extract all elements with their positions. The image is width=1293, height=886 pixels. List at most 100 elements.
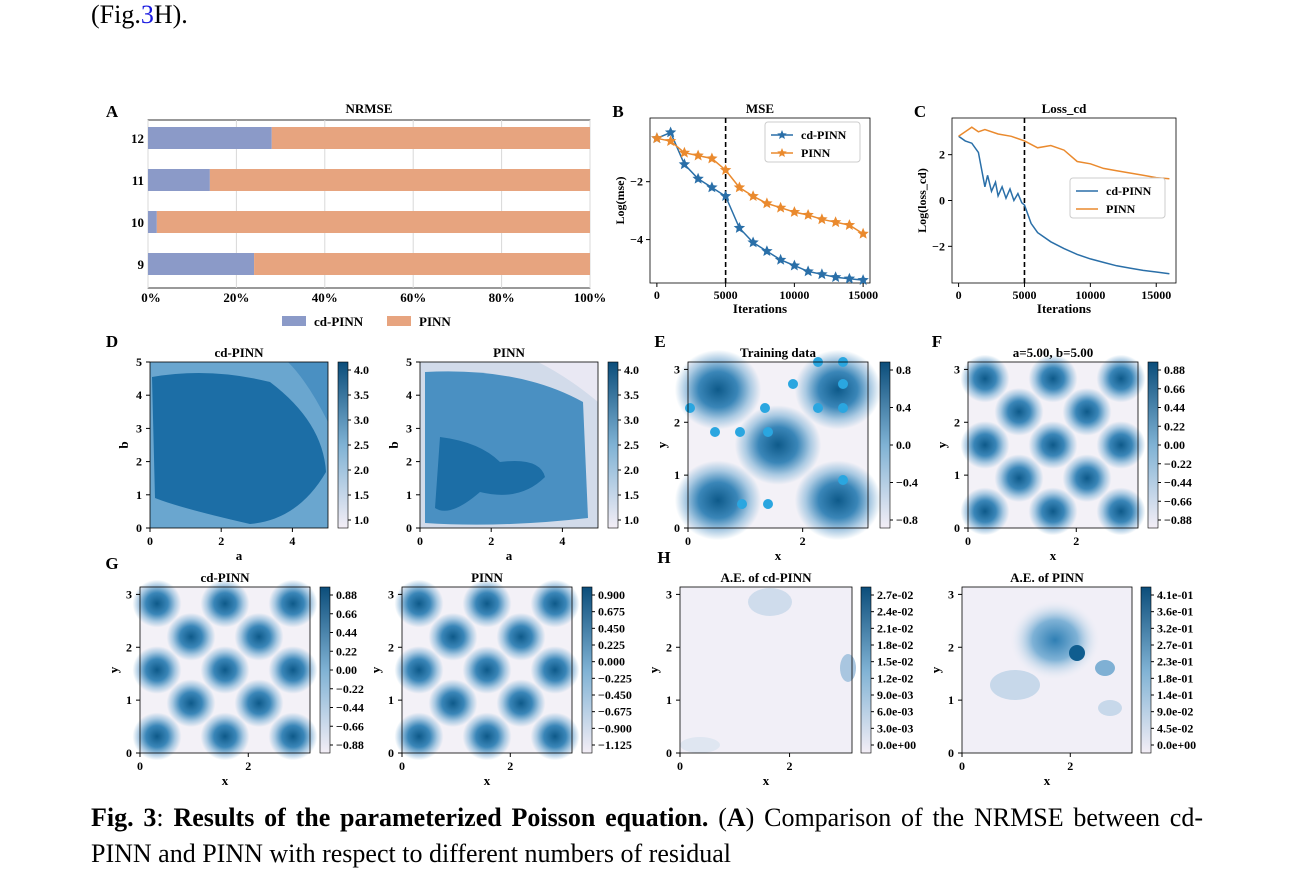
d2-level-high [435,437,545,511]
d1-ytick-label: 2 [136,455,142,469]
caption-title: Results of the parameterized Poisson equ… [173,803,709,832]
g2-dark-cell [394,579,444,628]
d1-level-high [152,373,326,524]
f-cbar-label: 0.44 [1164,401,1185,415]
d2-ytick-label: 0 [406,521,412,535]
b-point-cd-pinn [678,158,691,170]
figure-reference-link[interactable]: 3 [140,0,154,29]
e-training-point [710,427,720,437]
f-dark-cell [1062,454,1112,503]
g1-dark-cell [268,646,318,694]
g1-colorbar [319,586,331,754]
g2-cbar-label: −0.675 [598,705,632,719]
g2-ytick-label: 0 [388,746,394,760]
e-dark-cell [674,349,762,430]
figure-caption: Fig. 3: Results of the parameterized Poi… [91,800,1203,872]
b-point-cd-pinn [774,253,787,265]
c-ytick-label: 2 [939,148,945,162]
b-point-pinn [733,181,746,193]
d2-cbar-label: 2.5 [624,438,639,452]
b-point-pinn [843,219,856,230]
a-bar-cd-pinn [148,169,210,191]
b-point-pinn [857,227,869,239]
g1-xtick-label: 0 [137,759,143,773]
h2-ytick-label: 1 [948,693,954,707]
c-series-cd-pinn [958,135,1170,275]
a-bar-cd-pinn [148,253,255,275]
d2-level-lowest [538,362,598,402]
d2-cbar-label: 1.5 [624,488,639,502]
d2-frame [419,361,599,529]
h1-error-region [748,588,792,616]
d2-cbar-label: 4.0 [624,363,639,377]
b-xtick-label: 0 [654,288,660,302]
c-xtick-label: 15000 [1141,288,1171,302]
g1-dark-cell [234,612,284,661]
g1-cbar-label: 0.88 [336,588,357,602]
b-ylabel: Log(mse) [613,177,627,225]
a-ytick-label: 12 [131,131,144,146]
g2-dark-cell [530,646,580,694]
e-training-point [735,427,745,437]
g2-cbar-label: 0.450 [598,621,625,635]
b-point-pinn [788,206,801,217]
b-point-cd-pinn [747,236,759,248]
b-point-cd-pinn [692,172,704,184]
h2-ytick-label: 2 [948,640,954,654]
d2-ylabel: b [386,441,401,448]
e-ylabel: y [654,441,669,448]
caption-label: Fig. 3 [91,803,157,832]
f-dark-cell [960,421,1010,469]
f-cbar-label: −0.44 [1164,476,1192,490]
d2-cbar-label: 3.5 [624,388,639,402]
h2-ytick-label: 3 [948,587,954,601]
h1-cbar-label: 3.0e-03 [877,721,913,735]
e-cbar-label: −0.8 [896,513,918,527]
b-series-cd-pinn [656,131,864,281]
f-frame [967,361,1139,529]
previous-paragraph-end: (Fig.3H). [91,0,188,30]
caption-panel: A [726,803,746,832]
d2-cbar-label: 1.0 [624,513,639,527]
g1-cbar-label: −0.66 [336,719,364,733]
e-cbar-label: 0.0 [896,438,911,452]
h2-xtick-label: 2 [1067,759,1073,773]
e-xlabel: x [775,548,782,563]
a-ytick-label: 9 [138,257,145,272]
g1-dark-cell [268,579,318,628]
b-point-pinn [706,152,718,164]
g2-cbar-label: 0.225 [598,638,625,652]
d2-ytick-label: 1 [406,488,412,502]
b-point-cd-pinn [802,265,814,277]
c-legend-box [1069,177,1166,219]
f-cbar-label: 0.88 [1164,363,1185,377]
c-legend-label: PINN [1106,202,1136,216]
b-point-cd-pinn [816,268,828,280]
d1-cbar-label: 3.5 [354,388,369,402]
b-point-pinn [761,197,773,209]
g2-xtick-label: 2 [507,759,513,773]
g1-ytick-label: 2 [126,640,132,654]
d1-ytick-label: 5 [136,355,142,369]
e-xtick-label: 0 [685,534,691,548]
h2-frame [961,586,1133,754]
h1-cbar-label: 2.7e-02 [877,588,913,602]
e-training-point [760,403,770,413]
d1-ylabel: b [116,441,131,448]
g2-colorbar [581,586,593,754]
f-dark-cell [960,487,1010,536]
h2-error-region [1098,700,1122,716]
e-frame [687,361,869,529]
d1-cbar-label: 2.0 [354,463,369,477]
g1-dark-cell [166,612,216,661]
e-ytick-label: 3 [674,362,680,376]
e-xtick-label: 2 [800,534,806,548]
h2-cbar-label: 1.8e-01 [1157,671,1193,685]
b-point-cd-pinn [843,272,856,284]
e-dark-cell [674,460,762,541]
g1-frame [139,586,311,754]
g2-dark-cell [496,612,546,661]
h2-cbar-label: 2.3e-01 [1157,655,1193,669]
g2-title: PINN [471,570,503,585]
h2-xlabel: x [1044,773,1051,788]
